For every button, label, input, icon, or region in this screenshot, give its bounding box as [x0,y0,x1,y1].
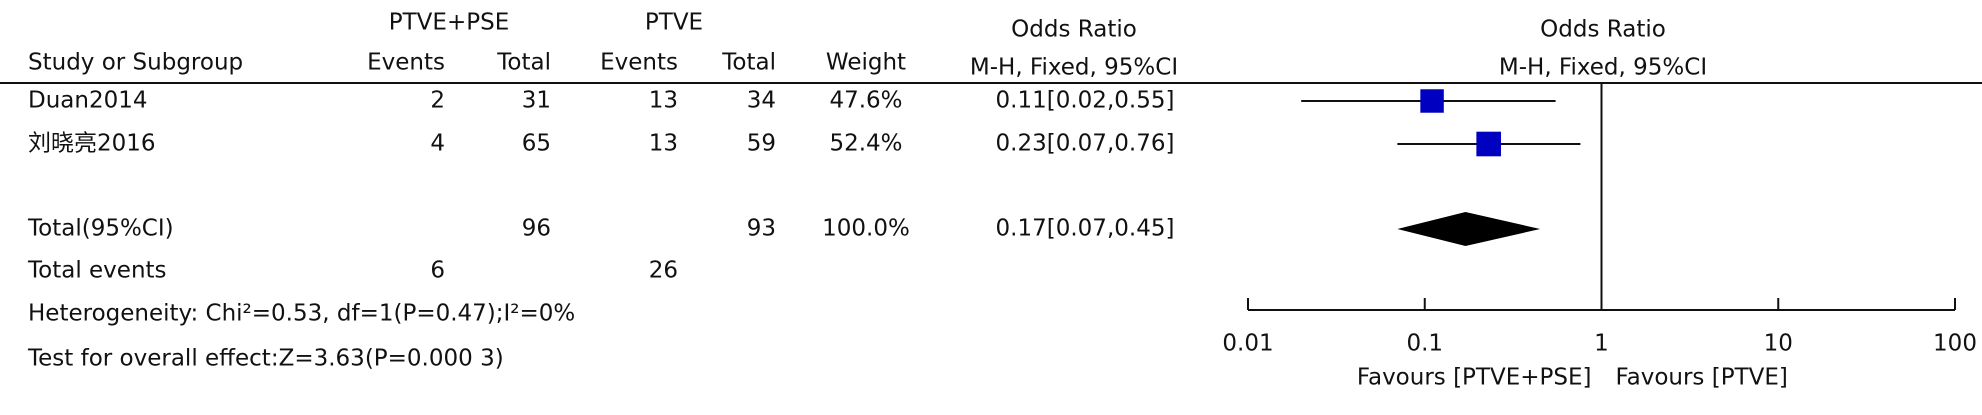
total-ctrl: 93 [747,216,776,242]
study-marker [1420,89,1444,113]
or-header: M-H, Fixed, 95%CI [970,55,1178,81]
x-tick-label: 100 [1933,331,1977,357]
total-exp: 31 [522,88,551,114]
events-exp: 2 [430,88,445,114]
weight: 52.4% [829,131,902,157]
column-header: Events [600,50,678,76]
or-label: 0.23[0.07,0.76] [996,131,1175,157]
heterogeneity: Heterogeneity: Chi²=0.53, df=1(P=0.47);I… [28,301,575,327]
events-ctrl: 26 [649,258,678,284]
study-marker [1476,131,1501,157]
overall-effect: Test for overall effect:Z=3.63(P=0.000 3… [27,346,504,372]
total-events-name: Total events [27,258,167,284]
or-header: Odds Ratio [1011,17,1137,43]
column-header: Total [496,50,551,76]
events-ctrl: 13 [649,88,678,114]
events-ctrl: 13 [649,131,678,157]
total-weight: 100.0% [822,216,910,242]
study-name: 刘晓亮2016 [28,131,156,157]
column-header: Weight [826,50,906,76]
x-tick-label: 10 [1764,331,1793,357]
favours-right: Favours [PTVE] [1616,365,1788,391]
column-header: Study or Subgroup [28,50,243,76]
favours-left: Favours [PTVE+PSE] [1357,365,1592,391]
total-exp: 65 [522,131,551,157]
column-header: Events [367,50,445,76]
study-name: Duan2014 [28,88,148,114]
total-ctrl: 59 [747,131,776,157]
total-name: Total(95%CI) [27,216,174,242]
total-ctrl: 34 [747,88,776,114]
plot-header: M-H, Fixed, 95%CI [1499,55,1707,81]
or-label: 0.17[0.07,0.45] [996,216,1175,242]
plot-header: Odds Ratio [1540,17,1666,43]
total-exp: 96 [522,216,551,242]
weight: 47.6% [829,88,902,114]
x-tick-label: 0.01 [1222,331,1273,357]
total-diamond [1397,212,1541,246]
group-header: PTVE [645,10,703,36]
group-header: PTVE+PSE [389,10,509,36]
events-exp: 4 [430,131,445,157]
x-tick-label: 0.1 [1406,331,1443,357]
events-exp: 6 [430,258,445,284]
or-label: 0.11[0.02,0.55] [996,88,1175,114]
column-header: Total [721,50,776,76]
x-tick-label: 1 [1594,331,1609,357]
